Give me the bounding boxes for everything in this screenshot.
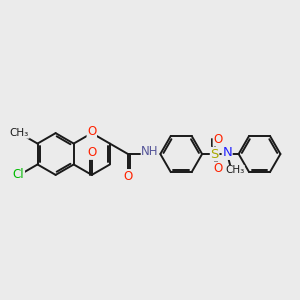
Text: Cl: Cl [13, 168, 24, 182]
Text: S: S [211, 148, 219, 160]
Text: NH: NH [141, 145, 159, 158]
Text: O: O [213, 162, 223, 175]
Text: N: N [222, 146, 232, 159]
Text: O: O [87, 146, 96, 159]
Text: O: O [123, 169, 133, 183]
Text: CH₃: CH₃ [10, 128, 29, 138]
Text: CH₃: CH₃ [225, 166, 244, 176]
Text: O: O [213, 133, 223, 146]
Text: O: O [87, 125, 96, 138]
